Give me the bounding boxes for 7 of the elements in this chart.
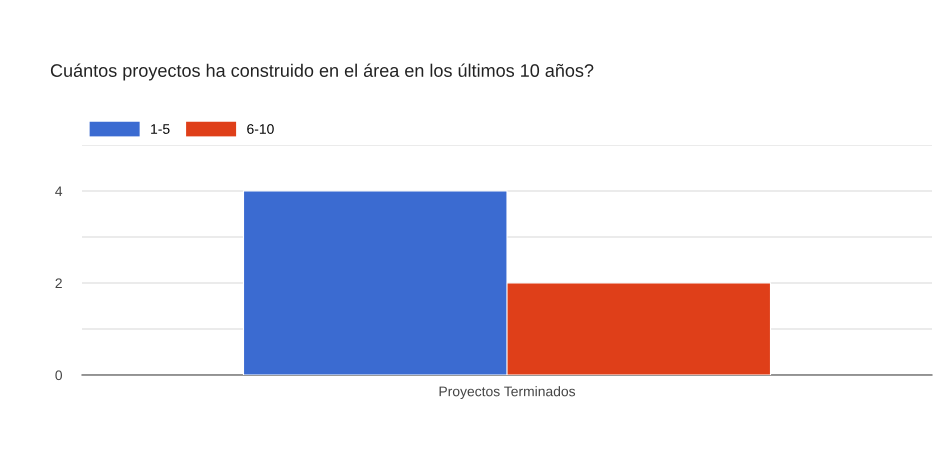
x-tick-label: Proyectos Terminados — [440, 386, 576, 400]
chart-title: Cuántos proyectos ha construido en el área en los últimos 10 años? — [50, 63, 594, 81]
legend-label: 6-10 — [247, 124, 274, 134]
y-tick-label: 2 — [56, 278, 62, 288]
legend-label: 1-5 — [151, 124, 170, 134]
y-tick-label: 4 — [55, 186, 62, 196]
y-tick-label: 0 — [55, 370, 62, 380]
